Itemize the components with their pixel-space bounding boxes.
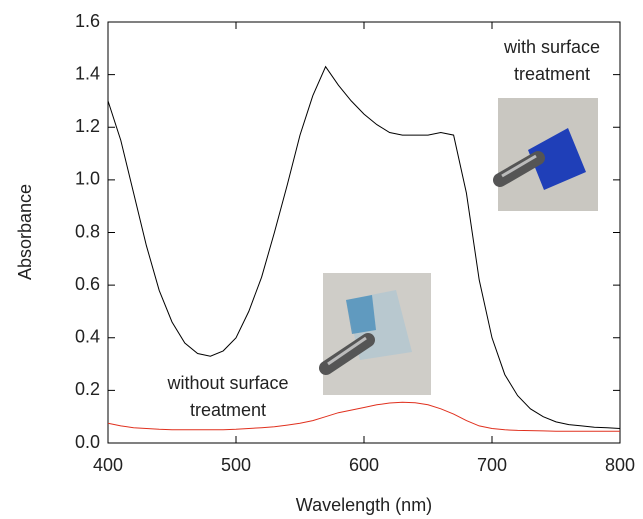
series-line [107,401,620,432]
x-tick-label: 500 [221,455,251,475]
y-tick-label: 0.2 [75,379,100,399]
y-axis-title: Absorbance [15,184,35,280]
x-tick-label: 600 [349,455,379,475]
photo-treated [493,98,598,211]
y-tick-label: 1.0 [75,169,100,189]
y-tick-label: 0.4 [75,327,100,347]
y-tick-label: 1.4 [75,63,100,83]
photo-untreated [319,273,431,395]
x-tick-label: 700 [477,455,507,475]
y-tick-label: 0.0 [75,432,100,452]
x-tick-label: 800 [605,455,635,475]
x-tick-label: 400 [93,455,123,475]
series-line [107,65,621,429]
annotation: with surface [503,37,600,57]
y-tick-label: 0.6 [75,274,100,294]
y-tick-label: 1.2 [75,116,100,136]
annotation: treatment [514,64,590,84]
x-axis-title: Wavelength (nm) [296,495,432,515]
y-tick-label: 1.6 [75,11,100,31]
y-tick-label: 0.8 [75,221,100,241]
annotation: without surface [166,373,288,393]
annotation: treatment [190,400,266,420]
